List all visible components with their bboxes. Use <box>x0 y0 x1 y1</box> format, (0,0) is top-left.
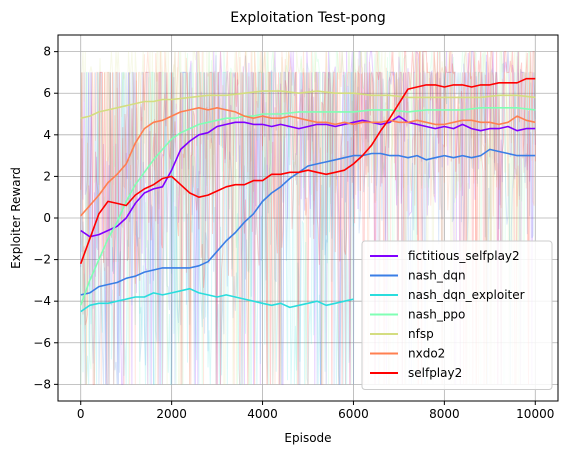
legend-label: nash_dqn <box>408 269 466 283</box>
series-lines <box>79 77 536 313</box>
noise-band-nash_dqn_exploiter <box>80 71 354 385</box>
y-tick-label: 0 <box>43 211 51 225</box>
legend-label: nxdo2 <box>408 347 445 361</box>
noise-band-nfsp <box>80 50 536 385</box>
y-tick-label: −8 <box>33 377 51 391</box>
x-tick-label: 6000 <box>338 407 369 421</box>
series-line-nash_dqn <box>80 148 536 296</box>
x-axis-label: Episode <box>284 431 331 445</box>
x-tick-label: 8000 <box>429 407 460 421</box>
y-tick-label: −2 <box>33 253 51 267</box>
noise-band-nxdo2 <box>80 51 536 385</box>
legend-label: nfsp <box>408 327 434 341</box>
y-axis-label: Exploiter Reward <box>9 167 23 269</box>
x-tick-label: 4000 <box>247 407 278 421</box>
x-axis-ticks: 0 2000 4000 6000 8000 10000 <box>77 401 554 421</box>
series-line-nash_ppo <box>79 107 536 306</box>
series-line-nfsp <box>80 90 536 119</box>
x-tick-label: 10000 <box>516 407 554 421</box>
x-tick-label: 2000 <box>156 407 187 421</box>
x-tick-label: 0 <box>77 407 85 421</box>
series-line-nash_dqn_exploiter <box>80 287 354 313</box>
y-tick-label: 8 <box>43 45 51 59</box>
noise-band-nash_dqn <box>80 61 536 385</box>
chart-title: Exploitation Test-pong <box>230 10 386 26</box>
legend-label: nash_dqn_exploiter <box>408 288 525 302</box>
legend: fictitious_selfplay2 nash_dqn nash_dqn_exp… <box>361 240 553 390</box>
legend-label: nash_ppo <box>408 308 465 322</box>
noise-band-nash_ppo <box>80 49 536 385</box>
legend-label: fictitious_selfplay2 <box>408 249 520 263</box>
series-line-fictitious_selfplay2 <box>80 115 536 238</box>
y-tick-label: 6 <box>43 86 51 100</box>
y-tick-label: −4 <box>33 294 51 308</box>
y-tick-label: 2 <box>43 169 51 183</box>
y-axis-ticks: −8 −6 −4 −2 0 2 4 6 8 <box>33 45 58 391</box>
legend-label: selfplay2 <box>408 366 462 380</box>
legend-box <box>361 240 553 390</box>
series-line-selfplay2 <box>79 77 536 265</box>
series-line-nxdo2 <box>80 107 536 217</box>
y-tick-label: −6 <box>33 336 51 350</box>
y-tick-label: 4 <box>43 128 51 142</box>
